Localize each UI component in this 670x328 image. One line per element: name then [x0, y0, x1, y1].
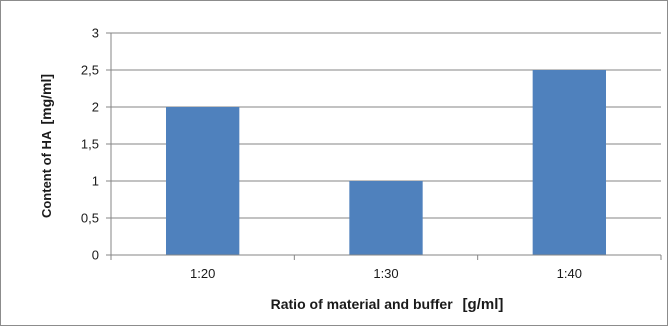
x-tick-label: 1:20 [190, 266, 215, 281]
y-axis-unit: [mg/ml] [38, 74, 54, 125]
x-tick-label: 1:40 [557, 266, 582, 281]
y-axis-label: Content of HA [39, 130, 54, 218]
x-axis-label: Ratio of material and buffer [271, 296, 454, 312]
bar [532, 70, 606, 255]
y-tick-label: 2 [92, 100, 99, 115]
y-tick-label: 0,5 [81, 211, 99, 226]
y-tick-label: 3 [92, 26, 99, 41]
axes [110, 33, 661, 256]
y-tick-label: 1 [92, 174, 99, 189]
y-axis-title: Content of HA [mg/ml] [38, 74, 54, 218]
x-axis-unit: [g/ml] [463, 296, 504, 313]
y-tick-labels: 0 0,5 1 1,5 2 2,5 3 [81, 26, 99, 263]
y-tick-label: 2,5 [81, 63, 99, 78]
x-tick-label: 1:30 [373, 266, 398, 281]
y-tick-label: 1,5 [81, 137, 99, 152]
bar [166, 107, 240, 255]
x-tick-labels: 1:20 1:30 1:40 [190, 266, 582, 281]
bars [166, 70, 606, 255]
y-tick-label: 0 [92, 248, 99, 263]
bar [349, 181, 423, 255]
x-axis-title: Ratio of material and buffer [g/ml] [271, 296, 504, 313]
